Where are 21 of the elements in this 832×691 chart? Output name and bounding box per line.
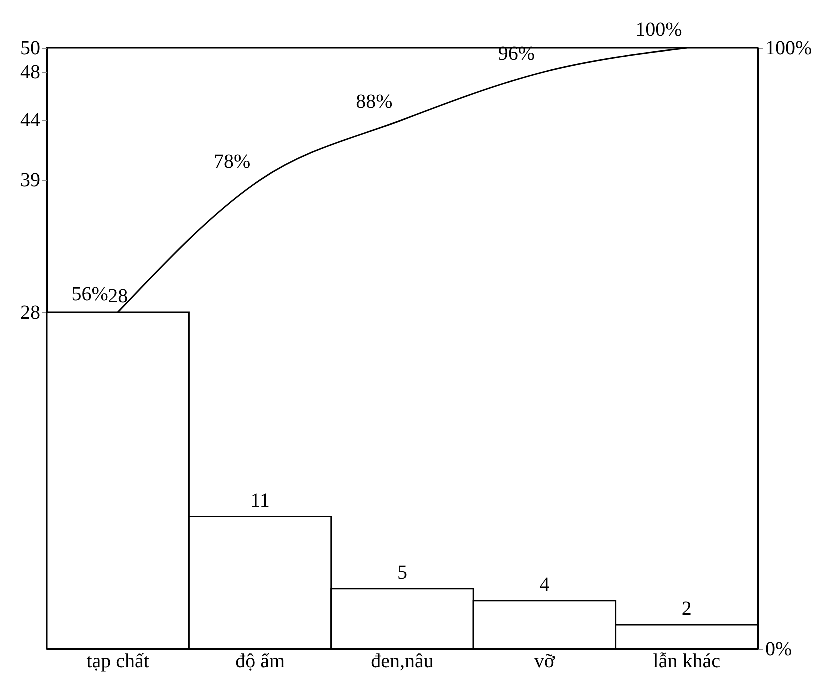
y-tick-label: 28	[20, 302, 40, 324]
x-tick-label: lẫn khác	[653, 650, 721, 672]
data-label: 28	[108, 285, 128, 308]
data-label: 2	[682, 598, 692, 620]
data-label: 88%	[356, 91, 393, 114]
data-label: 4	[540, 574, 550, 596]
data-label: 100%	[636, 19, 682, 41]
x-tick-label: đen,nâu	[371, 650, 434, 672]
y2-tick-label: 100%	[766, 38, 812, 60]
y-tick-label: 50	[20, 38, 40, 60]
data-label: 11	[250, 490, 270, 512]
data-label: 56%	[72, 283, 108, 306]
x-tick-label: vỡ	[534, 650, 556, 672]
x-tick-label: độ ẩm	[236, 650, 286, 672]
y2-tick-label: 0%	[766, 638, 792, 660]
y-tick-label: 48	[20, 62, 40, 84]
x-tick-label: tạp chất	[86, 650, 150, 672]
data-label: 78%	[214, 151, 251, 174]
data-label: 5	[398, 562, 408, 584]
y-tick-label: 39	[20, 170, 40, 192]
y-tick-label: 44	[20, 110, 40, 132]
